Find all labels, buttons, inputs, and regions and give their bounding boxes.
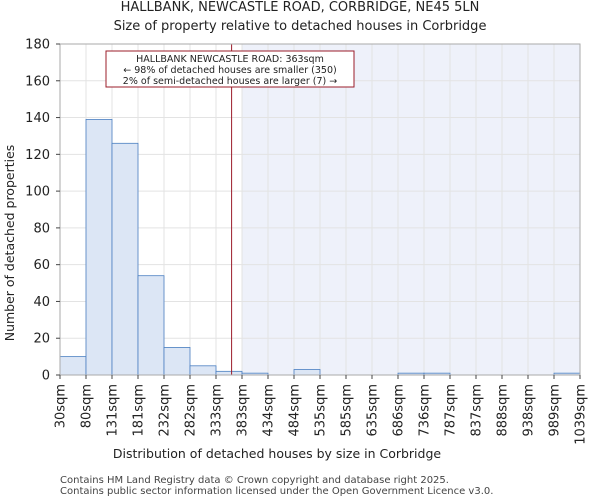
x-tick-label: 484sqm: [288, 384, 303, 437]
x-tick-label: 232sqm: [158, 384, 173, 437]
x-tick-label: 585sqm: [340, 384, 355, 437]
chart-title-line2: Size of property relative to detached ho…: [114, 19, 487, 34]
y-tick-label: 180: [25, 38, 50, 53]
bar: [137, 275, 165, 376]
footer-line1: Contains HM Land Registry data © Crown c…: [60, 475, 449, 486]
x-tick-label: 686sqm: [392, 384, 407, 437]
x-tick-label: 837sqm: [470, 384, 485, 437]
bar: [189, 365, 217, 376]
y-axis-ticks: 0 20 40 60 80 100 120 140 160 180: [25, 38, 60, 384]
y-tick-label: 0: [42, 369, 50, 384]
y-tick-label: 140: [25, 111, 50, 126]
x-tick-label: 131sqm: [106, 384, 121, 437]
x-tick-label: 938sqm: [522, 384, 537, 437]
bar: [59, 356, 87, 376]
y-axis-label: Number of detached properties: [2, 145, 17, 342]
x-tick-label: 535sqm: [314, 384, 329, 437]
x-tick-label: 333sqm: [210, 384, 225, 437]
x-tick-label: 736sqm: [418, 384, 433, 437]
annotation-box: HALLBANK NEWCASTLE ROAD: 363sqm ← 98% of…: [105, 50, 355, 88]
x-axis-label: Distribution of detached houses by size …: [113, 446, 441, 461]
highlight-region: [242, 44, 580, 375]
x-tick-label: 30sqm: [54, 384, 69, 428]
bar: [293, 369, 321, 376]
footer-line2: Contains public sector information licen…: [60, 486, 493, 497]
x-tick-label: 80sqm: [80, 384, 95, 428]
y-tick-label: 60: [33, 258, 50, 273]
bar: [163, 347, 191, 376]
bar: [215, 370, 243, 376]
y-tick-label: 40: [33, 295, 50, 310]
x-tick-label: 282sqm: [184, 384, 199, 437]
x-tick-label: 181sqm: [132, 384, 147, 437]
x-axis-ticks: 30sqm 80sqm 131sqm 181sqm 232sqm 282sqm 333sqm…: [54, 375, 589, 445]
y-tick-label: 160: [25, 74, 50, 89]
y-tick-label: 80: [33, 221, 50, 236]
x-tick-label: 383sqm: [236, 384, 251, 437]
y-tick-label: 20: [33, 332, 50, 347]
x-tick-label: 989sqm: [548, 384, 563, 437]
x-tick-label: 434sqm: [262, 384, 277, 437]
chart-title-line1: HALLBANK, NEWCASTLE ROAD, CORBRIDGE, NE4…: [121, 0, 480, 15]
x-tick-label: 888sqm: [496, 384, 511, 437]
x-tick-label: 1039sqm: [574, 384, 589, 445]
y-tick-label: 100: [25, 185, 50, 200]
plot-area: 0 20 40 60 80 100 120 140 160 180 30sqm 80sqm 131sq…: [25, 38, 588, 445]
annotation-line1: HALLBANK NEWCASTLE ROAD: 363sqm: [136, 54, 324, 65]
bar: [85, 118, 113, 376]
bars: [59, 118, 581, 376]
annotation-frame: [105, 50, 355, 88]
bar: [111, 142, 139, 376]
y-tick-label: 120: [25, 148, 50, 163]
x-tick-label: 787sqm: [444, 384, 459, 437]
x-tick-label: 635sqm: [366, 384, 381, 437]
annotation-line2: ← 98% of detached houses are smaller (35…: [123, 65, 336, 76]
annotation-line3: 2% of semi-detached houses are larger (7…: [123, 76, 337, 87]
